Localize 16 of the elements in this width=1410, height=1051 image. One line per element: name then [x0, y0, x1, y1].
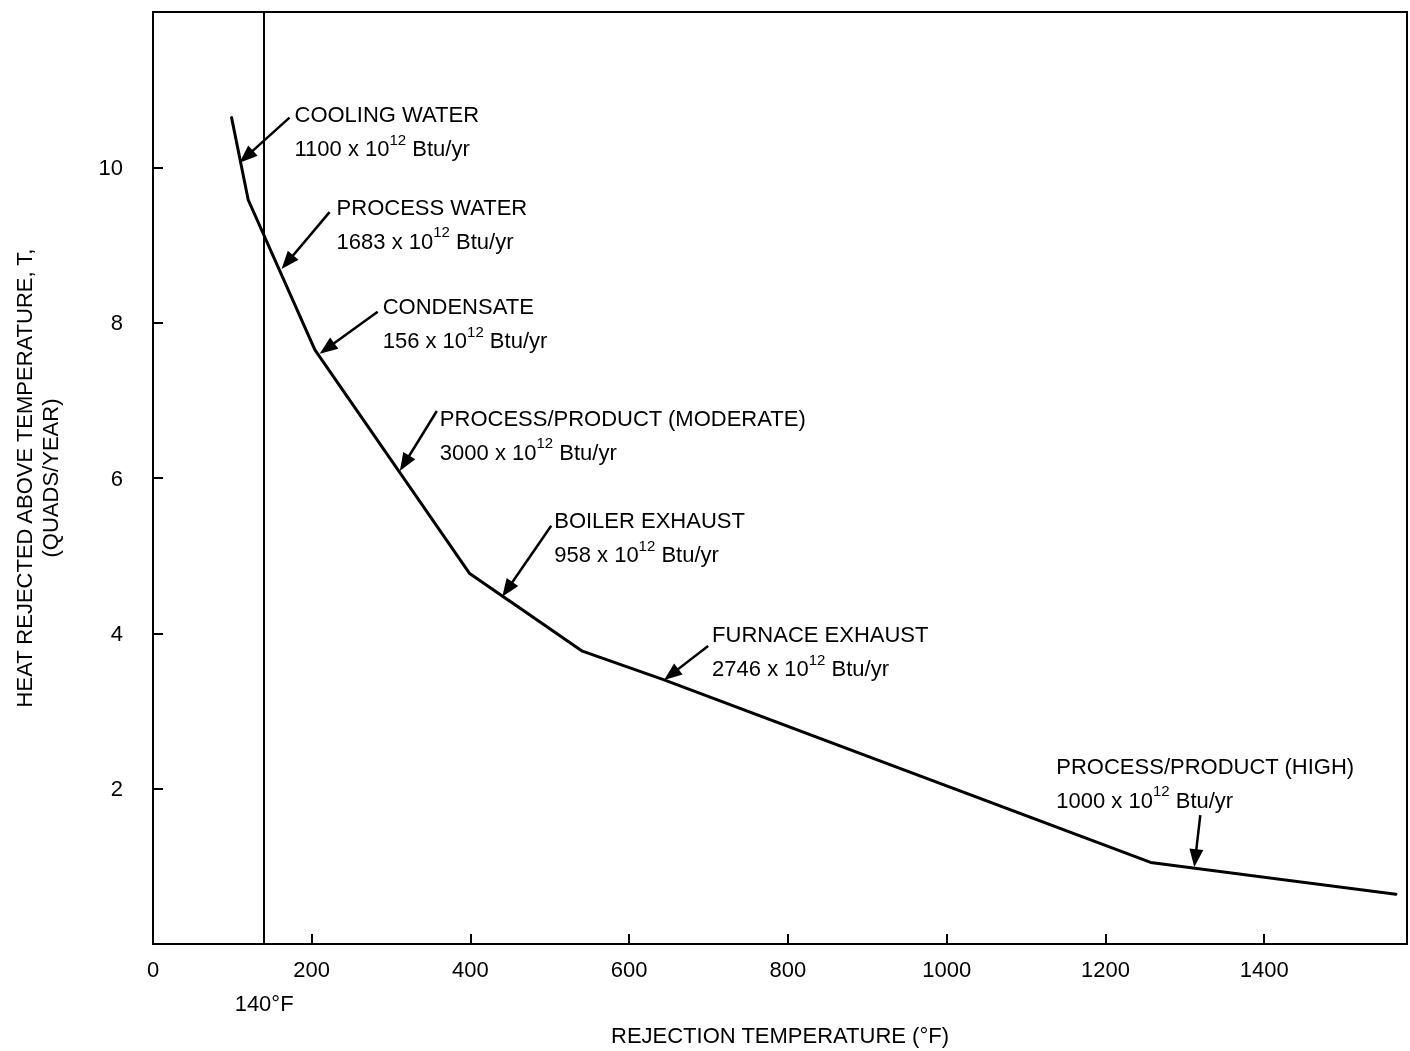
x-tick-label: 1400: [1239, 956, 1289, 982]
x-tick-label: 800: [769, 956, 807, 982]
x-tick-label: 600: [610, 956, 648, 982]
x-tick-label: 0: [146, 956, 160, 982]
x-tick-label: 400: [452, 956, 489, 982]
x-tick-label: 200: [293, 956, 331, 982]
x-tick-label: 1200: [1080, 956, 1130, 982]
y-tick-label: 2: [110, 776, 123, 802]
y-axis-title: HEAT REJECTED ABOVE TEMPERATURE, T, (QUADS/YEAR): [11, 248, 63, 708]
y-tick-label: 6: [110, 465, 123, 491]
y-tick-label: 8: [110, 310, 123, 336]
y-tick-label: 4: [110, 620, 123, 646]
y-tick-label: 10: [98, 154, 123, 180]
x-axis-title: REJECTION TEMPERATURE (°F): [611, 1022, 949, 1048]
x-tick-label: 1000: [922, 956, 972, 982]
ref-line-label: 140°F: [234, 990, 294, 1016]
